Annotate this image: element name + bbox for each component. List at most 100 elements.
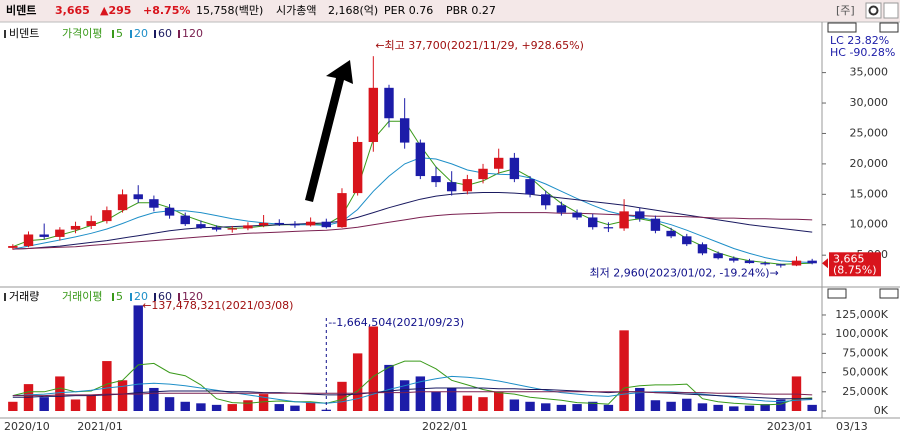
- volume-bar: [525, 401, 535, 411]
- volume-bar: [337, 381, 347, 411]
- y-tick-label: 0K: [874, 404, 889, 417]
- max-annotation: ←137,478,321(2021/03/08): [142, 299, 293, 312]
- pbr: PBR 0.27: [446, 4, 496, 17]
- legend-marker: [4, 30, 6, 38]
- y-tick-label: 100,000K: [835, 327, 888, 340]
- volume-bar: [164, 397, 175, 411]
- hc: HC -90.28%: [830, 46, 895, 59]
- legend-marker: [178, 293, 180, 301]
- candle-body: [431, 176, 441, 183]
- candle-body: [462, 179, 473, 192]
- candle-body: [713, 253, 723, 259]
- panel-button[interactable]: [827, 22, 857, 33]
- volume-bar: [713, 404, 723, 411]
- y-tick-label: 30,000: [850, 96, 889, 109]
- legend-label: 5: [116, 27, 123, 40]
- volume-bar: [258, 394, 269, 411]
- change: ▲295: [100, 4, 131, 17]
- volume-bar: [776, 399, 786, 411]
- volume-bar: [305, 402, 316, 411]
- candle-body: [102, 210, 112, 222]
- volume-bar: [180, 401, 190, 411]
- annotation-arrow: [305, 60, 353, 202]
- price: 3,665: [55, 4, 90, 17]
- volume-bar: [8, 401, 18, 411]
- y-tick-label: 125,000K: [835, 308, 888, 321]
- y-tick-label: 10,000: [850, 218, 889, 231]
- volume-bar: [70, 399, 81, 411]
- x-tick-label: 2020/10: [4, 420, 50, 433]
- ma-line: [12, 212, 813, 250]
- panel-button[interactable]: [879, 22, 899, 33]
- candle-body: [650, 218, 661, 231]
- close-button[interactable]: [883, 2, 899, 19]
- volume-bar: [650, 400, 661, 411]
- volume-bar: [102, 361, 112, 411]
- candle-body: [211, 227, 222, 230]
- trade-value: 15,758(백만): [196, 4, 263, 17]
- header-bar: [0, 0, 900, 22]
- candle-body: [744, 260, 755, 264]
- ma-line: [12, 192, 813, 250]
- candle-body: [149, 199, 159, 208]
- legend-marker: [112, 293, 114, 301]
- candle-body: [337, 193, 347, 228]
- candle-body: [635, 211, 645, 219]
- price-tag: [829, 252, 881, 277]
- volume-bar: [431, 391, 441, 411]
- candle-body: [258, 222, 269, 226]
- legend-marker: [130, 30, 132, 38]
- tab[interactable]: [주]: [836, 4, 855, 17]
- settings-button[interactable]: [865, 2, 882, 19]
- volume-bar: [227, 404, 237, 411]
- ma-title: 거래이평: [62, 290, 102, 303]
- candle-body: [23, 234, 34, 247]
- per: PER 0.76: [384, 4, 433, 17]
- legend-marker: [154, 30, 156, 38]
- volume-bar: [619, 330, 629, 411]
- volume-bar: [588, 401, 598, 411]
- candle-body: [682, 236, 692, 245]
- volume-bar: [744, 405, 755, 411]
- legend-label: 120: [182, 27, 203, 40]
- candle-body: [478, 168, 488, 180]
- ma-line: [12, 387, 813, 400]
- volume-bar: [117, 380, 128, 411]
- candle-body: [494, 157, 504, 169]
- min-annotation: --1,664,504(2021/09/23): [328, 316, 464, 329]
- volume-bar: [55, 376, 65, 411]
- candle-body: [180, 215, 190, 225]
- volume-bar: [39, 397, 49, 411]
- candle-body: [117, 194, 128, 211]
- volume-bar: [415, 376, 426, 411]
- candle-body: [588, 217, 598, 228]
- volume-bar: [211, 404, 222, 411]
- volume-bar: [697, 403, 708, 411]
- candle-body: [321, 221, 331, 228]
- price-pointer: [822, 258, 828, 269]
- volume-bar: [274, 404, 284, 411]
- candle-body: [227, 228, 237, 230]
- ma-line: [12, 360, 813, 406]
- volume-bar: [729, 406, 739, 411]
- candle-body: [352, 141, 363, 194]
- legend-marker: [130, 293, 132, 301]
- y-tick-label: 75,000K: [842, 346, 888, 359]
- volume-bar: [666, 401, 676, 411]
- volume-bar: [352, 353, 363, 411]
- candle-body: [39, 234, 49, 237]
- volume-bar: [446, 387, 457, 411]
- y-tick-label: 15,000: [850, 187, 889, 200]
- panel-button[interactable]: [827, 288, 847, 299]
- candle-body: [807, 260, 817, 264]
- candle-body: [164, 207, 175, 216]
- panel-title: 비덴트: [9, 27, 39, 40]
- volume-bar: [556, 404, 567, 411]
- ma-line: [12, 157, 813, 263]
- volume-bar: [149, 387, 159, 411]
- market-cap-label: 시가총액: [276, 4, 316, 17]
- candle-body: [8, 246, 18, 248]
- panel-button[interactable]: [879, 288, 899, 299]
- lc: LC 23.82%: [830, 34, 889, 47]
- candle-body: [446, 182, 457, 192]
